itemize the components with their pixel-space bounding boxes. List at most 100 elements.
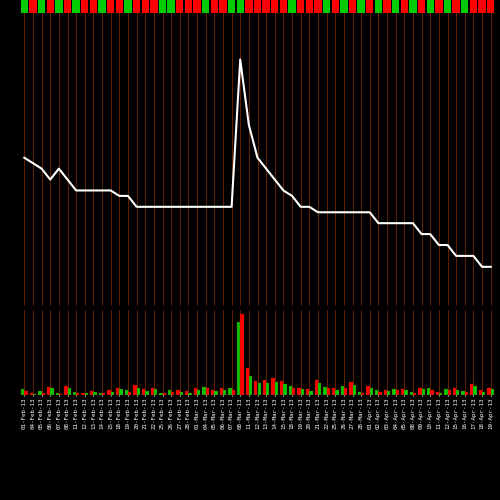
Bar (266, 382, 270, 395)
Bar (366, 0, 374, 13)
Bar (306, 0, 313, 13)
Bar (292, 388, 296, 395)
Bar (349, 0, 356, 13)
Bar (461, 0, 468, 13)
Bar (375, 390, 378, 395)
Bar (306, 389, 310, 395)
Bar (197, 390, 200, 395)
Bar (223, 390, 226, 395)
Bar (453, 388, 456, 395)
Bar (479, 390, 482, 395)
Bar (30, 394, 33, 395)
Bar (275, 382, 278, 395)
Bar (490, 389, 494, 395)
Bar (150, 0, 158, 13)
Bar (318, 384, 321, 395)
Bar (116, 388, 119, 395)
Bar (210, 0, 218, 13)
Bar (426, 0, 434, 13)
Bar (413, 392, 416, 395)
Bar (314, 380, 318, 395)
Bar (150, 388, 154, 395)
Bar (202, 0, 209, 13)
Bar (482, 392, 486, 395)
Bar (410, 392, 413, 395)
Bar (366, 386, 370, 395)
Bar (72, 0, 80, 13)
Bar (444, 389, 448, 395)
Bar (108, 390, 110, 395)
Bar (300, 389, 304, 395)
Bar (176, 0, 184, 13)
Bar (323, 0, 330, 13)
Bar (335, 390, 338, 395)
Bar (237, 322, 240, 395)
Bar (94, 392, 96, 395)
Bar (90, 391, 94, 395)
Bar (487, 0, 494, 13)
Bar (64, 0, 71, 13)
Bar (452, 0, 460, 13)
Bar (418, 0, 426, 13)
Bar (284, 384, 286, 395)
Bar (340, 0, 347, 13)
Bar (271, 0, 278, 13)
Bar (185, 391, 188, 395)
Bar (194, 0, 200, 13)
Bar (280, 0, 287, 13)
Bar (435, 0, 442, 13)
Bar (324, 386, 326, 395)
Bar (73, 392, 76, 395)
Bar (378, 392, 382, 395)
Bar (82, 392, 85, 395)
Bar (120, 389, 122, 395)
Bar (332, 0, 339, 13)
Bar (59, 394, 62, 395)
Bar (180, 392, 183, 395)
Bar (370, 388, 373, 395)
Bar (24, 391, 28, 395)
Bar (444, 0, 451, 13)
Bar (488, 388, 490, 395)
Bar (142, 389, 145, 395)
Bar (430, 390, 434, 395)
Bar (90, 0, 97, 13)
Bar (288, 0, 296, 13)
Bar (30, 0, 36, 13)
Bar (85, 394, 88, 395)
Bar (418, 388, 422, 395)
Bar (374, 0, 382, 13)
Bar (470, 0, 477, 13)
Bar (478, 0, 486, 13)
Bar (188, 392, 192, 395)
Bar (310, 391, 312, 395)
Bar (272, 378, 275, 395)
Bar (194, 388, 197, 395)
Bar (134, 385, 136, 395)
Bar (33, 394, 36, 395)
Bar (162, 394, 166, 395)
Bar (254, 0, 261, 13)
Bar (145, 391, 148, 395)
Bar (214, 391, 218, 395)
Bar (361, 392, 364, 395)
Bar (352, 385, 356, 395)
Bar (462, 391, 465, 395)
Bar (289, 386, 292, 395)
Bar (142, 0, 149, 13)
Bar (81, 0, 88, 13)
Bar (249, 376, 252, 395)
Bar (474, 386, 476, 395)
Bar (47, 386, 50, 395)
Bar (396, 390, 399, 395)
Bar (102, 394, 106, 395)
Bar (456, 390, 460, 395)
Bar (159, 0, 166, 13)
Bar (392, 389, 396, 395)
Bar (171, 392, 174, 395)
Bar (228, 388, 232, 395)
Bar (401, 389, 404, 395)
Bar (116, 0, 123, 13)
Bar (176, 390, 180, 395)
Bar (38, 391, 42, 395)
